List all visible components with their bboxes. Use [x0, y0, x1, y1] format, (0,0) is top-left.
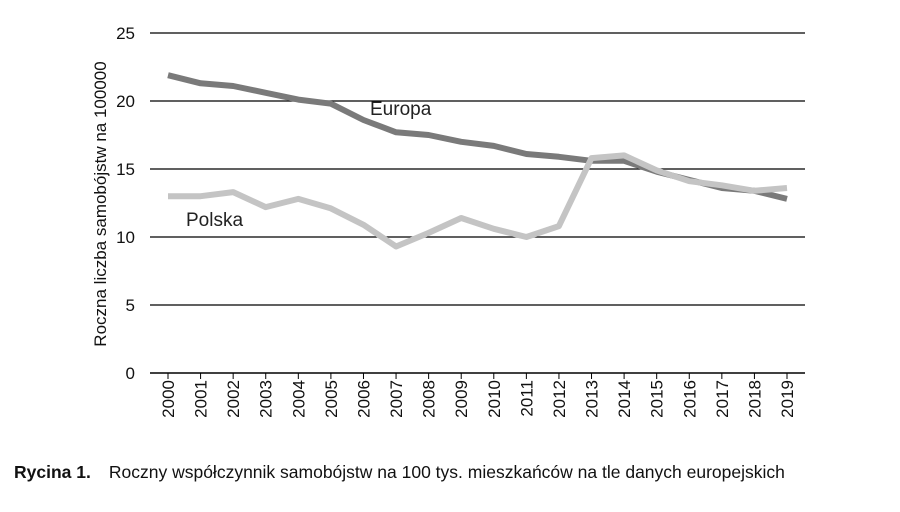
caption-label: Rycina 1.: [14, 462, 91, 482]
series-labels: Europa Polska: [186, 99, 432, 231]
caption-text: Roczny współczynnik samobójstw na 100 ty…: [108, 462, 785, 482]
series-lines: [167, 72, 788, 250]
x-tick-label-2017: 2017: [713, 380, 732, 418]
x-tick-label-2016: 2016: [680, 380, 699, 418]
x-tick-label-2009: 2009: [452, 380, 471, 418]
x-tick-label-2014: 2014: [615, 380, 634, 418]
figure-caption: Rycina 1. Roczny współczynnik samobójstw …: [14, 462, 785, 483]
x-tick-label-2012: 2012: [550, 380, 569, 418]
y-tick-label-20: 20: [116, 92, 135, 111]
y-tick-label-25: 25: [116, 24, 135, 43]
x-tick-label-2001: 2001: [192, 380, 211, 418]
x-tick-label-2006: 2006: [354, 380, 373, 418]
series-label-europa: Europa: [370, 99, 432, 120]
x-axis-tick-labels: 2000 2001 2002 2003 2004 2005 2006 2007 2008 2009…: [159, 373, 797, 418]
x-tick-label-2015: 2015: [648, 380, 667, 418]
y-axis-label: Roczna liczba samobójstw na 100000: [91, 61, 110, 346]
x-tick-label-2019: 2019: [778, 380, 797, 418]
y-tick-label-10: 10: [116, 228, 135, 247]
x-tick-label-2010: 2010: [485, 380, 504, 418]
y-tick-label-5: 5: [126, 296, 135, 315]
x-tick-label-2004: 2004: [289, 380, 308, 418]
series-label-polska: Polska: [186, 210, 243, 231]
y-tick-label-15: 15: [116, 160, 135, 179]
x-tick-label-2005: 2005: [322, 380, 341, 418]
x-tick-label-2011: 2011: [517, 380, 536, 417]
x-tick-label-2002: 2002: [224, 380, 243, 418]
y-axis-tick-labels: 0 5 10 15 20 25: [116, 24, 135, 383]
y-tick-label-0: 0: [126, 364, 135, 383]
x-tick-label-2008: 2008: [420, 380, 439, 418]
gridlines: [150, 32, 805, 374]
x-tick-label-2013: 2013: [583, 380, 602, 418]
x-tick-label-2018: 2018: [745, 380, 764, 418]
x-tick-label-2003: 2003: [257, 380, 276, 418]
x-tick-label-2000: 2000: [159, 380, 178, 418]
x-tick-label-2007: 2007: [387, 380, 406, 418]
series-line-polska: [168, 152, 788, 250]
